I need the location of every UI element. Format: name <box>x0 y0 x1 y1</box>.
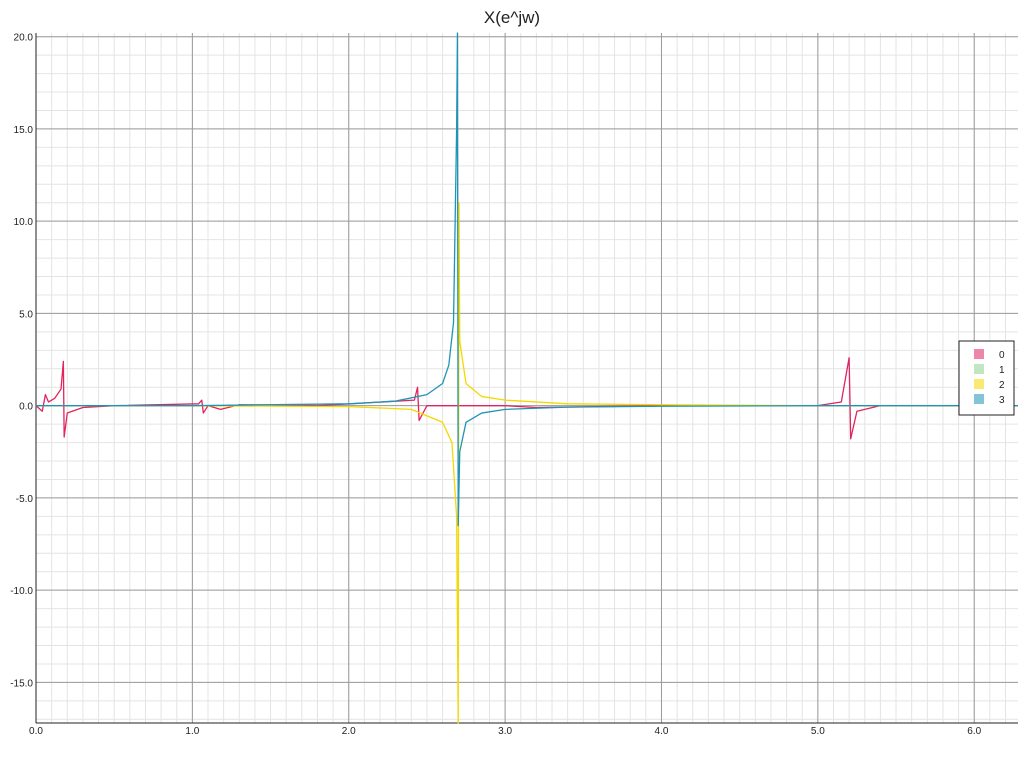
y-tick-label: -5.0 <box>16 494 34 505</box>
x-tick-label: 3.0 <box>498 726 512 737</box>
legend-swatch-3 <box>974 394 984 404</box>
legend-label-1: 1 <box>999 365 1005 376</box>
legend-box <box>958 340 1015 416</box>
x-tick-label: 2.0 <box>342 726 356 737</box>
y-tick-label: 15.0 <box>14 125 34 136</box>
legend-swatch-1 <box>974 364 984 374</box>
y-tick-label: 5.0 <box>19 309 33 320</box>
x-tick-label: 6.0 <box>967 726 981 737</box>
legend-label-3: 3 <box>999 395 1005 406</box>
x-tick-label: 1.0 <box>185 726 199 737</box>
y-tick-label: -15.0 <box>10 678 33 689</box>
legend-swatch-0 <box>974 349 984 359</box>
x-tick-label: 4.0 <box>655 726 669 737</box>
legend-swatch-2 <box>974 379 984 389</box>
x-tick-label: 0.0 <box>29 726 43 737</box>
series-group <box>35 32 1018 724</box>
y-tick-label: 20.0 <box>14 33 34 44</box>
legend-label-0: 0 <box>999 350 1005 361</box>
y-tick-label: 10.0 <box>14 217 34 228</box>
y-tick-label: -10.0 <box>10 586 33 597</box>
series-line-2 <box>36 202 1018 724</box>
legend-label-2: 2 <box>999 380 1005 391</box>
series-line-0 <box>35 357 1018 440</box>
x-tick-label: 5.0 <box>811 726 825 737</box>
y-tick-label: 0.0 <box>19 402 33 413</box>
legend: 0 1 2 3 <box>958 340 1015 416</box>
series-line-3 <box>36 32 1018 527</box>
chart-title: X(e^jw) <box>484 8 540 27</box>
tick-labels: 0.0 1.0 2.0 3.0 4.0 5.0 6.0 20.0 15.0 10.0 5.0 0.0 -… <box>10 33 981 737</box>
axes <box>35 33 1018 724</box>
